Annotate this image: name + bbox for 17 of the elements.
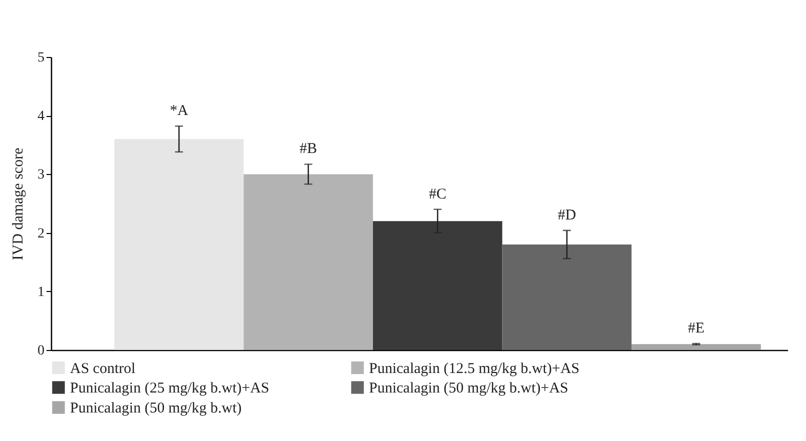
y-tick-label: 1 — [38, 284, 44, 300]
legend-label: Punicalagin (50 mg/kg b.wt)+AS — [369, 380, 568, 396]
y-tick-label: 2 — [38, 226, 44, 242]
y-tick-label: 3 — [38, 168, 44, 183]
annotation: #E — [688, 320, 705, 337]
annotation: #B — [300, 141, 318, 158]
legend-label: Punicalagin (25 mg/kg b.wt)+AS — [70, 380, 270, 396]
y-tick-label: 5 — [38, 50, 44, 66]
y-axis-title: IVD damage score — [10, 147, 26, 260]
legend-label: Punicalagin (12.5 mg/kg b.wt)+AS — [369, 360, 580, 377]
legend-label: Punicalagin (50 mg/kg b.wt) — [70, 400, 242, 416]
y-tick-label: 4 — [38, 109, 44, 124]
y-tick-label: 0 — [38, 344, 44, 358]
annotation: #D — [558, 207, 576, 224]
annotation: #C — [428, 186, 446, 202]
legend-label: AS control — [70, 360, 136, 377]
annotation: *A — [170, 103, 188, 120]
